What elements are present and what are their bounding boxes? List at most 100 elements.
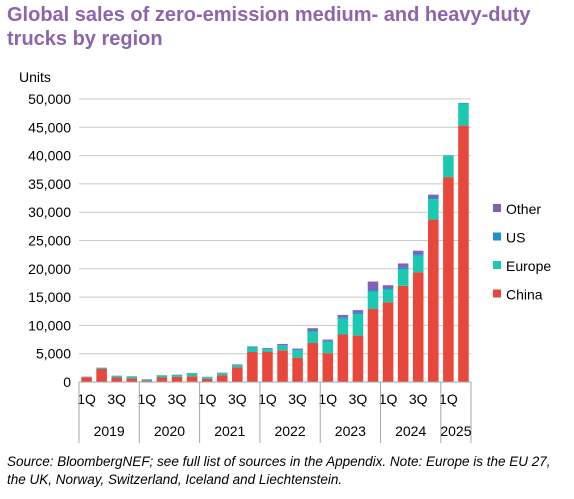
- x-tick-label: 1Q: [439, 391, 458, 407]
- bar-segment-other: [428, 194, 439, 198]
- legend-label-us: US: [506, 230, 525, 246]
- y-tick-label: 10,000: [28, 317, 71, 333]
- bar-segment-us: [382, 288, 394, 290]
- y-tick-label: 45,000: [28, 119, 71, 135]
- bar-segment-europe: [337, 318, 349, 335]
- bar-segment-europe: [292, 350, 303, 358]
- bar-segment-europe: [96, 367, 107, 369]
- bar-segment-us: [458, 102, 469, 104]
- bar-segment-europe: [352, 314, 364, 336]
- bar-segment-europe: [397, 269, 409, 286]
- bar-segment-china: [352, 335, 364, 382]
- x-tick-label: 3Q: [168, 391, 187, 407]
- legend-label-other: Other: [506, 201, 541, 217]
- legend-swatch-china: [493, 289, 501, 298]
- bar-segment-china: [247, 352, 258, 382]
- y-tick-label: 50,000: [28, 91, 71, 107]
- bar-segment-us: [307, 330, 318, 332]
- x-tick-label: 3Q: [228, 391, 247, 407]
- bar-segment-europe: [443, 156, 454, 178]
- bar-segment-china: [292, 357, 303, 382]
- bar-segment-us: [277, 345, 288, 346]
- y-tick-label: 30,000: [28, 204, 71, 220]
- bar-segment-us: [352, 312, 364, 315]
- bar-segment-china: [141, 380, 153, 382]
- bar-segment-other: [382, 285, 394, 289]
- y-axis-label: Units: [19, 69, 51, 85]
- bar-segment-china: [262, 352, 273, 382]
- bar-segment-us: [428, 197, 439, 200]
- bar-segment-china: [307, 342, 318, 382]
- y-tick-label: 35,000: [28, 176, 71, 192]
- bar-segment-other: [337, 314, 349, 318]
- bar-segment-europe: [216, 373, 228, 376]
- year-label: 2025: [440, 423, 471, 439]
- bar-segment-europe: [111, 376, 122, 378]
- bar-segment-europe: [277, 345, 288, 351]
- bar-segment-europe: [307, 331, 318, 343]
- bar-segment-europe: [262, 349, 273, 353]
- chart-title: Global sales of zero-emission medium- an…: [7, 4, 531, 50]
- bar-segment-europe: [322, 341, 334, 354]
- legend-label-europe: Europe: [506, 258, 551, 274]
- bar-segment-europe: [458, 103, 469, 126]
- bar-segment-china: [322, 353, 334, 382]
- bar-segment-other: [397, 263, 409, 268]
- source-note: Source: BloombergNEF; see full list of s…: [7, 454, 551, 487]
- bar-segment-other: [262, 348, 273, 349]
- x-tick-label: 3Q: [409, 391, 428, 407]
- legend: Other US Europe China: [493, 201, 551, 303]
- x-tick-label: 1Q: [77, 391, 96, 407]
- bar-segment-us: [412, 254, 424, 256]
- bars: [81, 102, 469, 383]
- bar-segment-europe: [412, 255, 424, 273]
- bar-segment-europe: [186, 373, 198, 377]
- x-tick-label: 1Q: [318, 391, 337, 407]
- bar-segment-us: [367, 290, 379, 292]
- bar-segment-us: [322, 340, 334, 342]
- x-tick-label: 3Q: [349, 391, 368, 407]
- bar-segment-other: [247, 346, 258, 348]
- bar-segment-europe: [126, 376, 138, 379]
- bar-segment-china: [81, 377, 92, 382]
- bar-segment-other: [292, 348, 303, 350]
- y-tick-label: 15,000: [28, 289, 71, 305]
- bar-segment-europe: [382, 289, 394, 303]
- bar-segment-us: [292, 349, 303, 351]
- legend-label-china: China: [506, 287, 543, 303]
- bar-segment-china: [458, 125, 469, 383]
- bar-segment-china: [126, 378, 138, 382]
- bar-segment-europe: [141, 379, 153, 381]
- bar-segment-europe: [232, 365, 243, 368]
- bar-segment-us: [262, 348, 273, 350]
- x-tick-label: 1Q: [198, 391, 217, 407]
- bar-segment-us: [443, 155, 454, 157]
- y-tick-label: 0: [63, 374, 71, 390]
- bar-segment-china: [216, 375, 228, 382]
- bar-segment-europe: [428, 199, 439, 220]
- gridlines: [79, 98, 471, 355]
- bar-segment-china: [201, 378, 213, 382]
- y-axis-ticks: 0 5,000 10,000 15,000 20,000 25,000 30,000 35,0…: [28, 91, 71, 390]
- legend-swatch-other: [493, 204, 501, 212]
- x-tick-label: 1Q: [258, 391, 277, 407]
- bar-segment-china: [367, 308, 379, 382]
- bar-segment-china: [96, 368, 107, 382]
- bar-segment-china: [277, 350, 288, 382]
- year-label: 2022: [274, 423, 305, 439]
- legend-swatch-us: [493, 232, 501, 241]
- x-axis: 1Q 3Q 1Q 3Q 1Q 3Q 1Q 3Q 1Q 3Q 1Q 3Q 1Q 2019 2020 2021 20…: [77, 381, 472, 443]
- bar-segment-other: [367, 281, 379, 291]
- year-label: 2021: [214, 423, 245, 439]
- bar-segment-europe: [201, 377, 213, 379]
- year-label: 2019: [94, 423, 125, 439]
- y-tick-label: 20,000: [28, 261, 71, 277]
- year-label: 2024: [395, 423, 426, 439]
- bar-segment-china: [443, 177, 454, 382]
- bar-segment-china: [186, 376, 198, 382]
- bar-segment-china: [171, 376, 183, 382]
- bar-segment-china: [382, 302, 394, 382]
- y-tick-label: 25,000: [28, 233, 71, 249]
- x-tick-label: 3Q: [107, 391, 126, 407]
- bar-segment-china: [156, 377, 168, 382]
